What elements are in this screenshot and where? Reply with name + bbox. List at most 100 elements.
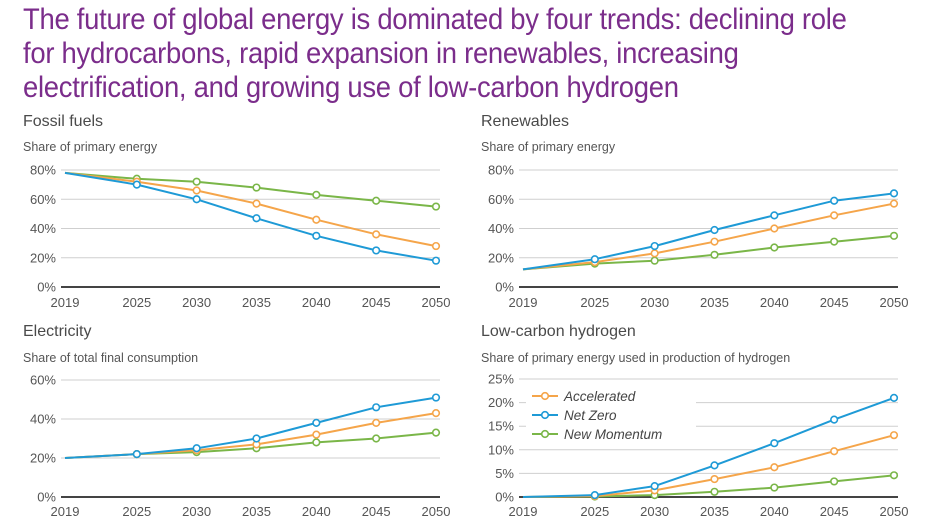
electricity-xtick-label: 2040 bbox=[302, 504, 331, 519]
hydrogen-line-new-momentum bbox=[522, 474, 895, 498]
fossil-fuels-point-net-zero bbox=[192, 195, 201, 204]
hydrogen-point-new-momentum bbox=[770, 483, 779, 492]
fossil-fuels-point-net-zero bbox=[252, 214, 261, 223]
legend-label-accelerated: Accelerated bbox=[563, 389, 636, 404]
electricity-ytick-label: 40% bbox=[30, 412, 56, 427]
electricity-xtick-label: 2035 bbox=[242, 504, 271, 519]
electricity-point-net-zero bbox=[252, 434, 261, 443]
hydrogen-ytick-label: 15% bbox=[488, 419, 514, 434]
hydrogen-point-net-zero bbox=[830, 415, 839, 424]
electricity-ytick-label: 20% bbox=[30, 451, 56, 466]
electricity-ytick-label: 60% bbox=[30, 373, 56, 388]
fossil-fuels-point-net-zero bbox=[431, 256, 441, 265]
fossil-fuels-ytick-label: 60% bbox=[30, 192, 56, 207]
legend-label-net-zero: Net Zero bbox=[564, 408, 617, 423]
fossil-fuels-point-accelerated bbox=[312, 215, 321, 224]
renewables-xtick-label: 2025 bbox=[580, 295, 609, 310]
fossil-fuels-point-new-momentum bbox=[431, 202, 441, 211]
renewables-xtick-label: 2040 bbox=[760, 295, 789, 310]
legend-marker-accelerated bbox=[540, 391, 550, 401]
renewables-xtick-label: 2030 bbox=[640, 295, 669, 310]
electricity-point-net-zero bbox=[192, 444, 201, 453]
electricity-point-net-zero bbox=[372, 403, 381, 412]
fossil-fuels-xtick-label: 2035 bbox=[242, 295, 271, 310]
hydrogen-point-net-zero bbox=[590, 491, 599, 500]
renewables-point-net-zero bbox=[770, 211, 779, 220]
electricity-subtitle: Share of total final consumption bbox=[23, 351, 199, 365]
fossil-fuels-subtitle: Share of primary energy bbox=[23, 140, 158, 154]
renewables-point-net-zero bbox=[830, 196, 839, 205]
electricity-xtick-label: 2045 bbox=[362, 504, 391, 519]
renewables-title: Renewables bbox=[481, 113, 570, 130]
electricity-xtick-label: 2050 bbox=[422, 504, 451, 519]
electricity-point-accelerated bbox=[431, 409, 441, 418]
fossil-fuels-xtick-label: 2050 bbox=[422, 295, 451, 310]
renewables-xtick-label: 2050 bbox=[880, 295, 909, 310]
fossil-fuels-ytick-label: 0% bbox=[37, 280, 56, 295]
legend-label-new-momentum: New Momentum bbox=[564, 427, 662, 442]
hydrogen-title: Low-carbon hydrogen bbox=[481, 323, 636, 340]
fossil-fuels-point-net-zero bbox=[312, 231, 321, 240]
hydrogen-point-accelerated bbox=[770, 463, 779, 472]
fossil-fuels-point-accelerated bbox=[431, 241, 441, 251]
renewables-subtitle: Share of primary energy bbox=[481, 140, 616, 154]
fossil-fuels-xtick-label: 2040 bbox=[302, 295, 331, 310]
hydrogen-xtick-label: 2050 bbox=[880, 504, 909, 519]
fossil-fuels-point-new-momentum bbox=[252, 183, 261, 192]
hydrogen-point-net-zero bbox=[889, 393, 899, 402]
renewables-ytick-label: 40% bbox=[488, 221, 514, 236]
fossil-fuels-xtick-label: 2045 bbox=[362, 295, 391, 310]
electricity-xtick-label: 2025 bbox=[122, 504, 151, 519]
renewables-ytick-label: 60% bbox=[488, 192, 514, 207]
renewables-point-new-momentum bbox=[770, 243, 779, 252]
hydrogen-xtick-label: 2030 bbox=[640, 504, 669, 519]
renewables-xtick-label: 2045 bbox=[820, 295, 849, 310]
hydrogen-ytick-label: 10% bbox=[488, 442, 514, 457]
fossil-fuels-point-accelerated bbox=[372, 230, 381, 239]
fossil-fuels-point-accelerated bbox=[252, 199, 261, 208]
fossil-fuels-xtick-label: 2030 bbox=[182, 295, 211, 310]
hydrogen-subtitle: Share of primary energy used in producti… bbox=[481, 351, 791, 365]
hydrogen-point-net-zero bbox=[650, 482, 659, 491]
fossil-fuels-xtick-label: 2025 bbox=[122, 295, 151, 310]
fossil-fuels-ytick-label: 80% bbox=[30, 163, 56, 178]
electricity-point-net-zero bbox=[312, 418, 321, 428]
electricity-point-new-momentum bbox=[431, 428, 441, 437]
hydrogen-ytick-label: 25% bbox=[488, 372, 514, 387]
renewables-point-net-zero bbox=[650, 241, 659, 251]
hydrogen-xtick-label: 2040 bbox=[760, 504, 789, 519]
renewables-point-net-zero bbox=[710, 225, 719, 235]
electricity-point-accelerated bbox=[372, 418, 381, 428]
renewables-point-new-momentum bbox=[830, 237, 839, 246]
fossil-fuels-point-new-momentum bbox=[192, 177, 201, 186]
hydrogen-ytick-label: 0% bbox=[495, 490, 514, 505]
renewables-point-net-zero bbox=[889, 189, 899, 198]
hydrogen-point-new-momentum bbox=[889, 471, 899, 480]
fossil-fuels-point-net-zero bbox=[372, 246, 381, 255]
hydrogen-xtick-label: 2025 bbox=[580, 504, 609, 519]
hydrogen-ytick-label: 5% bbox=[495, 466, 514, 481]
fossil-fuels-point-new-momentum bbox=[372, 196, 381, 205]
electricity-point-accelerated bbox=[312, 430, 321, 439]
fossil-fuels-ytick-label: 20% bbox=[30, 250, 56, 265]
fossil-fuels-title: Fossil fuels bbox=[23, 113, 104, 130]
electricity-title: Electricity bbox=[23, 323, 92, 340]
electricity-point-new-momentum bbox=[312, 438, 321, 447]
hydrogen-point-new-momentum bbox=[830, 477, 839, 486]
renewables-point-accelerated bbox=[830, 211, 839, 220]
electricity-point-net-zero bbox=[431, 393, 441, 402]
renewables-line-accelerated bbox=[522, 202, 895, 271]
fossil-fuels-ytick-label: 40% bbox=[30, 221, 56, 236]
electricity-line-accelerated bbox=[64, 412, 437, 459]
renewables-ytick-label: 20% bbox=[488, 250, 514, 265]
electricity-ytick-label: 0% bbox=[37, 490, 56, 505]
fossil-fuels-point-accelerated bbox=[192, 186, 201, 195]
page-title: The future of global energy is dominated… bbox=[23, 3, 847, 104]
hydrogen-point-net-zero bbox=[770, 439, 779, 448]
hydrogen-xtick-label: 2019 bbox=[509, 504, 538, 519]
legend-marker-new-momentum bbox=[540, 429, 550, 439]
renewables-point-accelerated bbox=[889, 199, 899, 208]
hydrogen-point-net-zero bbox=[710, 461, 719, 470]
hydrogen-xtick-label: 2045 bbox=[820, 504, 849, 519]
